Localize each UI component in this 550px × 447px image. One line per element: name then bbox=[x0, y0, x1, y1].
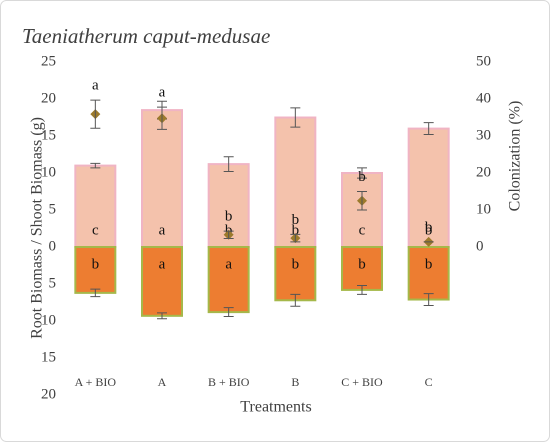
y2-tick-label: 0 bbox=[476, 238, 484, 254]
y2-tick-label: 20 bbox=[476, 164, 491, 180]
y-tick-label: 0 bbox=[49, 238, 57, 254]
significance-letter: b bbox=[358, 256, 366, 272]
y-tick-label: 10 bbox=[41, 164, 56, 180]
error-bar bbox=[357, 191, 367, 211]
bar bbox=[407, 246, 450, 301]
significance-letter: a bbox=[159, 256, 166, 272]
error-bar bbox=[90, 99, 101, 129]
error-bar bbox=[90, 162, 101, 169]
significance-letter: c bbox=[92, 222, 99, 238]
y-tick-label: 5 bbox=[49, 201, 57, 217]
y2-tick-label: 10 bbox=[476, 201, 491, 217]
bar bbox=[207, 246, 250, 314]
y2-tick-label: 40 bbox=[476, 90, 491, 106]
y-tick-label: 15 bbox=[41, 349, 56, 365]
error-bar bbox=[223, 230, 234, 239]
y-tick-label: 20 bbox=[41, 386, 56, 402]
error-bar bbox=[290, 293, 301, 307]
y-tick-label: 15 bbox=[41, 127, 56, 143]
bar bbox=[74, 164, 117, 249]
x-tick-label: C + BIO bbox=[341, 375, 383, 389]
y-tick-label: 25 bbox=[41, 53, 56, 69]
error-bar bbox=[357, 284, 367, 295]
y-tick-label: 20 bbox=[41, 90, 56, 106]
y2-tick-label: 30 bbox=[476, 127, 491, 143]
significance-letter: b bbox=[292, 256, 300, 272]
significance-letter: a bbox=[159, 222, 166, 238]
significance-letter: b bbox=[425, 219, 433, 235]
significance-letter: a bbox=[159, 85, 166, 101]
significance-letter: b bbox=[425, 222, 433, 238]
x-tick-label: C bbox=[425, 375, 433, 389]
x-axis-title: Treatments bbox=[240, 399, 311, 416]
error-bar bbox=[157, 312, 167, 320]
error-bar bbox=[223, 156, 234, 173]
y-axis-title: Root Biomass / Shoot Biomass (g) bbox=[29, 117, 46, 339]
significance-letter: b bbox=[292, 212, 300, 228]
bar bbox=[141, 109, 183, 248]
error-bar bbox=[357, 167, 367, 179]
error-bar bbox=[423, 122, 434, 136]
error-bar bbox=[423, 293, 434, 306]
chart-title: Taeniatherum caput-medusae bbox=[22, 24, 270, 48]
significance-letter: b bbox=[292, 222, 300, 238]
error-bar bbox=[290, 107, 301, 128]
error-bar bbox=[223, 307, 234, 318]
bar bbox=[274, 246, 317, 302]
y2-axis-title: Colonization (%) bbox=[507, 101, 524, 212]
x-tick-label: B bbox=[291, 375, 299, 389]
significance-letter: b bbox=[92, 256, 100, 272]
x-tick-label: A bbox=[158, 375, 167, 389]
error-bar bbox=[90, 288, 101, 298]
error-bar bbox=[157, 106, 167, 130]
x-tick-label: B + BIO bbox=[208, 375, 250, 389]
y-tick-label: 5 bbox=[49, 275, 57, 291]
significance-letter: b bbox=[425, 256, 433, 272]
x-tick-label: A + BIO bbox=[75, 375, 117, 389]
y-tick-label: 10 bbox=[41, 312, 56, 328]
error-bar bbox=[290, 233, 301, 243]
significance-letter: b bbox=[358, 169, 366, 185]
significance-letter: a bbox=[225, 256, 232, 272]
significance-letter: b bbox=[225, 209, 233, 225]
y2-tick-label: 50 bbox=[476, 53, 491, 69]
significance-letter: a bbox=[92, 78, 99, 94]
significance-letter: c bbox=[359, 222, 366, 238]
